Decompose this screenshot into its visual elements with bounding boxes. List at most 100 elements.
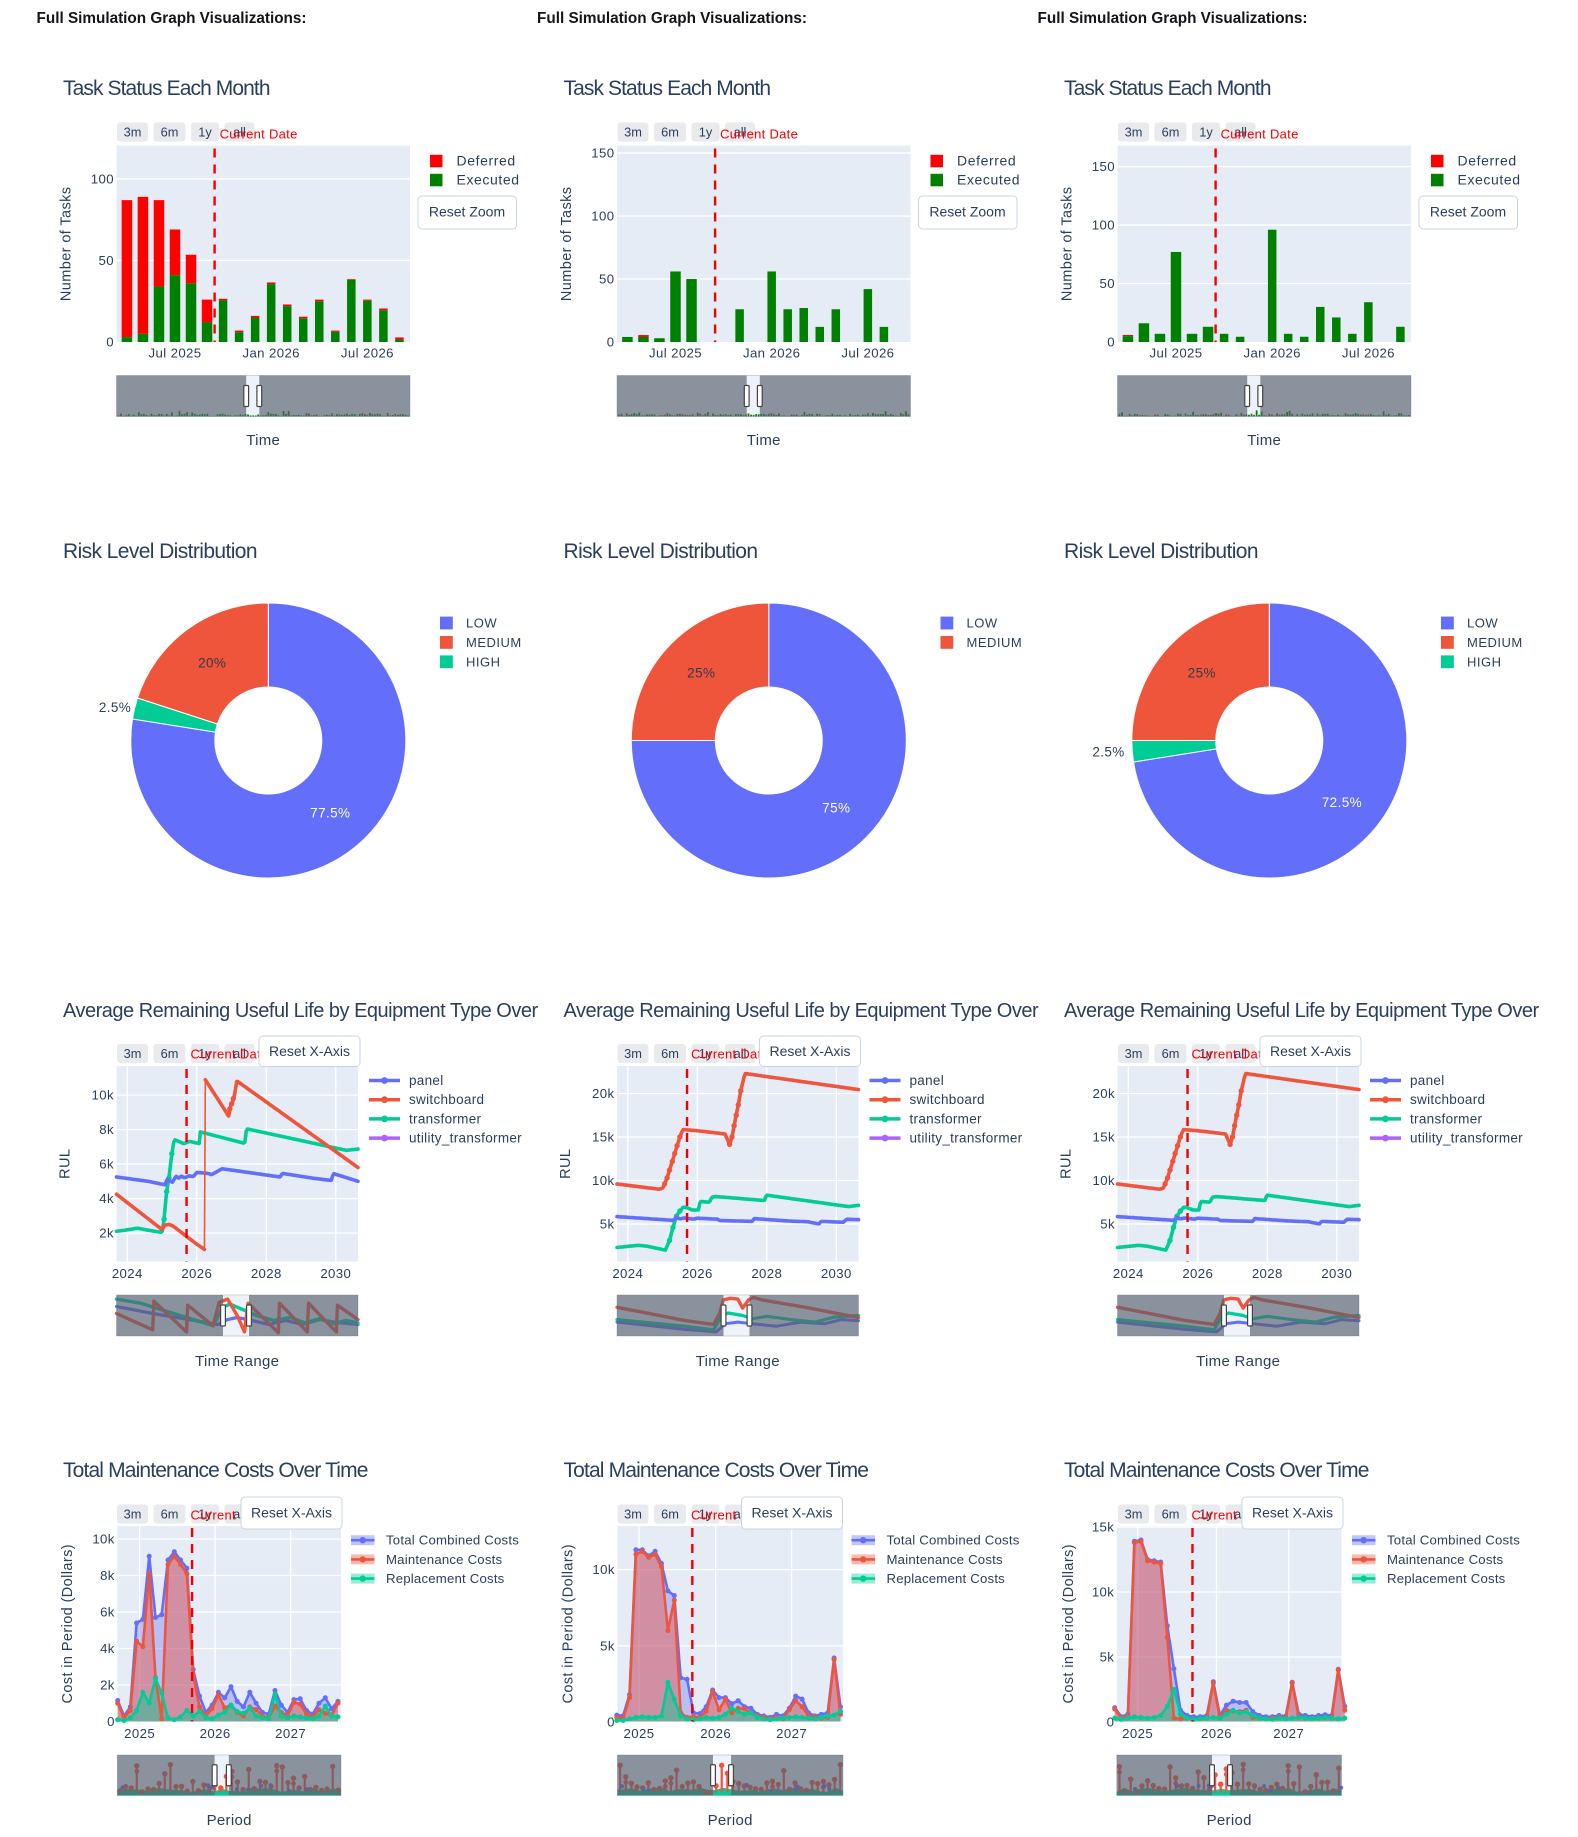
svg-text:Current Date: Current Date — [691, 1047, 769, 1062]
svg-text:Jan 2026: Jan 2026 — [242, 346, 299, 361]
svg-text:all: all — [734, 1046, 747, 1061]
svg-text:8k: 8k — [100, 1568, 115, 1583]
svg-text:Task Status Each Month: Task Status Each Month — [1064, 77, 1271, 100]
svg-text:4k: 4k — [99, 1191, 114, 1206]
svg-text:5k: 5k — [600, 1217, 615, 1232]
svg-text:Average Remaining Useful Life: Average Remaining Useful Life by Equipme… — [564, 1000, 1085, 1022]
svg-text:1y: 1y — [699, 125, 713, 140]
svg-text:Jul 2025: Jul 2025 — [148, 346, 201, 361]
svg-text:Reset Zoom: Reset Zoom — [429, 204, 505, 220]
svg-text:1y: 1y — [1199, 1046, 1213, 1061]
svg-text:2027: 2027 — [1273, 1726, 1304, 1741]
svg-text:Task Status Each Month: Task Status Each Month — [564, 77, 771, 100]
svg-text:Jul 2025: Jul 2025 — [649, 346, 702, 361]
svg-text:5k: 5k — [600, 1638, 615, 1653]
svg-text:50: 50 — [599, 272, 614, 287]
svg-text:1y: 1y — [198, 125, 212, 140]
svg-text:RUL: RUL — [558, 1149, 574, 1179]
svg-text:Total Maintenance Costs Over T: Total Maintenance Costs Over Time — [564, 1459, 869, 1482]
svg-text:Reset X-Axis: Reset X-Axis — [1252, 1505, 1333, 1521]
svg-text:2024: 2024 — [112, 1266, 143, 1281]
svg-text:10k: 10k — [1093, 1173, 1115, 1188]
svg-text:panel: panel — [409, 1073, 444, 1088]
svg-text:6m: 6m — [161, 1046, 179, 1061]
svg-text:Cost in Period (Dollars): Cost in Period (Dollars) — [1061, 1544, 1077, 1703]
svg-text:Replacement Costs: Replacement Costs — [1387, 1571, 1506, 1586]
svg-text:6m: 6m — [161, 125, 179, 140]
svg-text:Jan 2026: Jan 2026 — [743, 346, 800, 361]
svg-text:utility_transformer: utility_transformer — [409, 1131, 522, 1146]
svg-text:0: 0 — [106, 335, 114, 350]
svg-text:6m: 6m — [1162, 1507, 1180, 1522]
svg-text:MEDIUM: MEDIUM — [1467, 635, 1523, 650]
svg-text:15k: 15k — [592, 1130, 614, 1145]
svg-text:Maintenance Costs: Maintenance Costs — [887, 1552, 1003, 1567]
svg-text:2025: 2025 — [124, 1726, 155, 1741]
svg-text:1y: 1y — [699, 1507, 713, 1522]
svg-text:2027: 2027 — [275, 1726, 306, 1741]
svg-text:1y: 1y — [198, 1046, 212, 1061]
svg-text:Total Maintenance Costs Over T: Total Maintenance Costs Over Time — [1064, 1459, 1369, 1482]
svg-text:Reset X-Axis: Reset X-Axis — [752, 1505, 833, 1521]
svg-text:3m: 3m — [1125, 125, 1143, 140]
svg-text:Current Date: Current Date — [1221, 127, 1299, 142]
svg-text:Cost in Period (Dollars): Cost in Period (Dollars) — [60, 1544, 76, 1703]
svg-text:0: 0 — [607, 335, 615, 350]
svg-text:6k: 6k — [99, 1157, 114, 1172]
svg-text:Average Remaining Useful Life: Average Remaining Useful Life by Equipme… — [63, 1000, 584, 1022]
svg-text:RUL: RUL — [1059, 1149, 1075, 1179]
svg-text:transformer: transformer — [910, 1111, 983, 1126]
svg-text:6m: 6m — [661, 1046, 679, 1061]
svg-text:2028: 2028 — [1252, 1266, 1283, 1281]
svg-text:2.5%: 2.5% — [99, 700, 131, 715]
svg-text:6m: 6m — [661, 125, 679, 140]
svg-text:2026: 2026 — [200, 1726, 231, 1741]
svg-text:Full Simulation Graph Visualiz: Full Simulation Graph Visualizations: — [537, 10, 807, 27]
svg-text:switchboard: switchboard — [910, 1092, 985, 1107]
svg-text:Reset Zoom: Reset Zoom — [1430, 204, 1506, 220]
svg-text:Deferred: Deferred — [457, 153, 516, 169]
svg-text:Executed: Executed — [1458, 172, 1521, 188]
svg-text:2028: 2028 — [751, 1266, 782, 1281]
svg-text:Total Combined Costs: Total Combined Costs — [887, 1533, 1020, 1548]
svg-text:10k: 10k — [1092, 1585, 1114, 1600]
svg-text:Period: Period — [1207, 1812, 1252, 1829]
svg-text:3m: 3m — [124, 1046, 142, 1061]
svg-text:77.5%: 77.5% — [310, 806, 350, 821]
svg-text:3m: 3m — [1125, 1507, 1143, 1522]
svg-text:2026: 2026 — [682, 1266, 713, 1281]
svg-text:10k: 10k — [592, 1173, 614, 1188]
svg-text:Jul 2025: Jul 2025 — [1149, 346, 1202, 361]
svg-text:3m: 3m — [124, 125, 142, 140]
svg-text:100: 100 — [91, 171, 114, 186]
svg-text:1y: 1y — [699, 1046, 713, 1061]
svg-text:5k: 5k — [1100, 1217, 1115, 1232]
svg-text:Reset X-Axis: Reset X-Axis — [770, 1043, 851, 1059]
svg-text:Current Date: Current Date — [220, 127, 298, 142]
svg-text:1y: 1y — [1199, 1507, 1213, 1522]
svg-text:72.5%: 72.5% — [1322, 795, 1362, 810]
svg-text:utility_transformer: utility_transformer — [910, 1131, 1023, 1146]
svg-text:MEDIUM: MEDIUM — [466, 635, 522, 650]
svg-text:Time: Time — [1247, 432, 1281, 449]
svg-text:Risk Level Distribution: Risk Level Distribution — [63, 540, 257, 563]
svg-text:150: 150 — [1092, 159, 1115, 174]
svg-text:15k: 15k — [1092, 1520, 1114, 1535]
svg-text:Full Simulation Graph Visualiz: Full Simulation Graph Visualizations: — [37, 10, 307, 27]
svg-text:Period: Period — [207, 1812, 252, 1829]
svg-text:Deferred: Deferred — [957, 153, 1016, 169]
svg-text:all: all — [233, 125, 246, 140]
svg-text:Jul 2026: Jul 2026 — [341, 346, 394, 361]
svg-text:2028: 2028 — [251, 1266, 282, 1281]
svg-text:25%: 25% — [687, 666, 715, 681]
svg-text:Task Status Each Month: Task Status Each Month — [63, 77, 270, 100]
svg-text:Jan 2026: Jan 2026 — [1243, 346, 1300, 361]
svg-text:Replacement Costs: Replacement Costs — [386, 1571, 505, 1586]
svg-text:Number of Tasks: Number of Tasks — [559, 187, 575, 302]
svg-text:0: 0 — [107, 1714, 115, 1729]
svg-text:Current Date: Current Date — [1192, 1047, 1270, 1062]
svg-text:Number of Tasks: Number of Tasks — [59, 187, 75, 302]
svg-text:2024: 2024 — [1113, 1266, 1144, 1281]
svg-text:20k: 20k — [1093, 1086, 1115, 1101]
svg-text:2025: 2025 — [1122, 1726, 1153, 1741]
